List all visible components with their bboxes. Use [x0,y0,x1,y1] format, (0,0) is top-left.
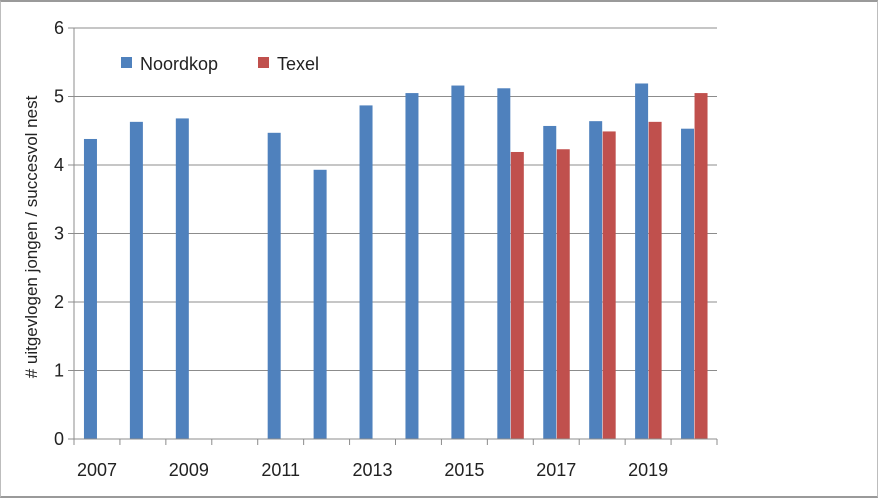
bar-noordkop-2011 [267,132,281,439]
legend: Noordkop Texel [121,54,319,74]
legend-label-texel: Texel [277,54,319,74]
bar-texel-2019 [648,121,662,439]
y-tick-labels: 0 1 2 3 4 5 6 [54,18,64,449]
legend-swatch-texel [258,57,269,68]
bar-texel-2016 [510,151,524,440]
x-tick-label: 2009 [169,460,209,480]
bar-noordkop-2014 [405,93,419,439]
bar-noordkop-2017 [543,125,557,439]
y-tick-label: 5 [54,87,64,107]
y-tick-label: 1 [54,361,64,381]
x-tick-label: 2015 [444,460,484,480]
y-tick-label: 6 [54,18,64,38]
x-tick-label: 2017 [536,460,576,480]
bar-noordkop-2013 [359,105,373,439]
y-axis-title: # uitgevlogen jongen / succesvol nest [22,95,41,378]
x-tick-label: 2013 [353,460,393,480]
bar-noordkop-2012 [313,169,327,440]
x-tick-label: 2007 [77,460,117,480]
bar-noordkop-2009 [175,118,189,440]
legend-label-noordkop: Noordkop [140,54,218,74]
x-tick-label: 2011 [261,460,300,480]
bar-noordkop-2015 [451,85,465,439]
legend-swatch-noordkop [121,57,132,68]
y-tick-label: 4 [54,155,64,175]
y-tick-label: 3 [54,224,64,244]
bar-noordkop-2007 [83,138,97,439]
gridlines [68,27,717,440]
bar-noordkop-2008 [129,121,143,439]
x-tick-label: 2019 [628,460,668,480]
bar-noordkop-2018 [589,121,603,439]
bar-noordkop-2020 [681,128,695,439]
bar-noordkop-2016 [497,88,511,439]
axes [73,28,718,445]
bar-noordkop-2019 [635,83,649,440]
bars [83,83,708,440]
y-tick-label: 0 [54,429,64,449]
bar-texel-2017 [556,149,570,439]
x-tick-labels: 2007 2009 2011 2013 2015 2017 2019 [77,460,668,480]
bar-texel-2020 [694,93,708,439]
y-tick-label: 2 [54,292,64,312]
bar-texel-2018 [602,131,616,439]
